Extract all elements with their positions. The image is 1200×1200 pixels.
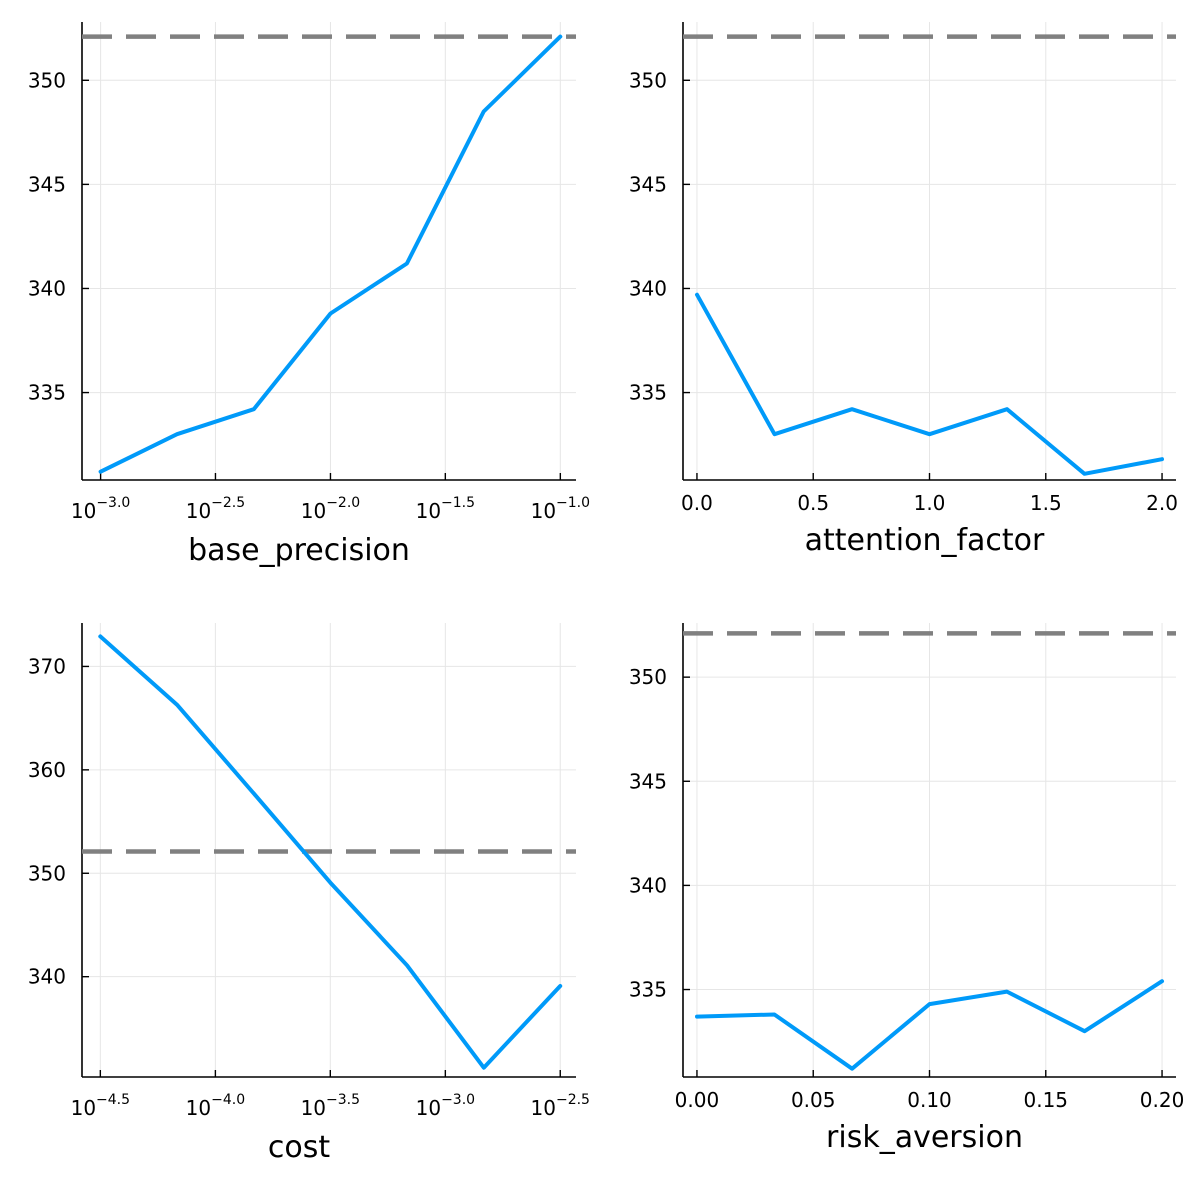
x-tick-label: 10−4.5 bbox=[71, 1092, 130, 1120]
x-tick-label: 0.20 bbox=[1140, 1088, 1185, 1112]
y-tick-label: 335 bbox=[629, 381, 667, 405]
y-tick-label: 335 bbox=[629, 978, 667, 1002]
x-tick-label: 0.10 bbox=[907, 1088, 952, 1112]
x-tick-label: 0.00 bbox=[675, 1088, 720, 1112]
y-tick-label: 340 bbox=[629, 276, 667, 300]
x-tick-label: 1.0 bbox=[914, 491, 946, 515]
x-tick-label: 0.15 bbox=[1024, 1088, 1069, 1112]
x-axis-label: base_precision bbox=[188, 533, 410, 568]
x-tick-label: 0.05 bbox=[791, 1088, 836, 1112]
y-tick-label: 345 bbox=[629, 172, 667, 196]
x-tick-label: 10−2.5 bbox=[531, 1092, 590, 1120]
y-tick-label: 350 bbox=[28, 861, 66, 885]
x-tick-label: 10−4.0 bbox=[186, 1092, 245, 1120]
y-tick-label: 370 bbox=[28, 654, 66, 678]
x-tick-label: 10−2.5 bbox=[186, 495, 245, 523]
x-tick-label: 10−3.0 bbox=[416, 1092, 475, 1120]
y-tick-label: 350 bbox=[629, 68, 667, 92]
y-tick-label: 350 bbox=[629, 665, 667, 689]
chart-panel-attention_factor: 335 340 345 350 0.0 0.5 1.0 1.5 2.0 attention_fac… bbox=[629, 22, 1178, 558]
x-axis-label: risk_aversion bbox=[826, 1120, 1023, 1155]
y-tick-label: 340 bbox=[629, 873, 667, 897]
y-tick-label: 345 bbox=[28, 172, 66, 196]
y-tick-label: 340 bbox=[28, 276, 66, 300]
y-tick-label: 350 bbox=[28, 68, 66, 92]
x-tick-label: 10−1.5 bbox=[416, 495, 475, 523]
y-tick-label: 340 bbox=[28, 965, 66, 989]
chart-panel-base_precision: 335 340 345 350 10−3.0 10−2.5 10−2.0 10−1.5 10−1… bbox=[28, 22, 590, 568]
x-tick-label: 0.5 bbox=[797, 491, 829, 515]
y-tick-label: 345 bbox=[629, 769, 667, 793]
x-axis-label: attention_factor bbox=[805, 523, 1045, 558]
x-tick-label: 0.0 bbox=[681, 491, 713, 515]
x-tick-label: 1.5 bbox=[1030, 491, 1062, 515]
x-tick-label: 10−3.5 bbox=[301, 1092, 360, 1120]
y-tick-label: 360 bbox=[28, 758, 66, 782]
x-tick-label: 10−1.0 bbox=[531, 495, 590, 523]
y-tick-label: 335 bbox=[28, 381, 66, 405]
x-tick-label: 10−3.0 bbox=[71, 495, 130, 523]
x-tick-label: 2.0 bbox=[1146, 491, 1178, 515]
x-axis-label: cost bbox=[268, 1130, 330, 1165]
x-tick-label: 10−2.0 bbox=[301, 495, 360, 523]
chart-panel-cost: 340 350 360 370 10−4.5 10−4.0 10−3.5 10−3.0 10−2… bbox=[28, 623, 590, 1165]
chart-panel-risk_aversion: 335 340 345 350 0.00 0.05 0.10 0.15 0.20 risk_ave… bbox=[629, 623, 1185, 1155]
